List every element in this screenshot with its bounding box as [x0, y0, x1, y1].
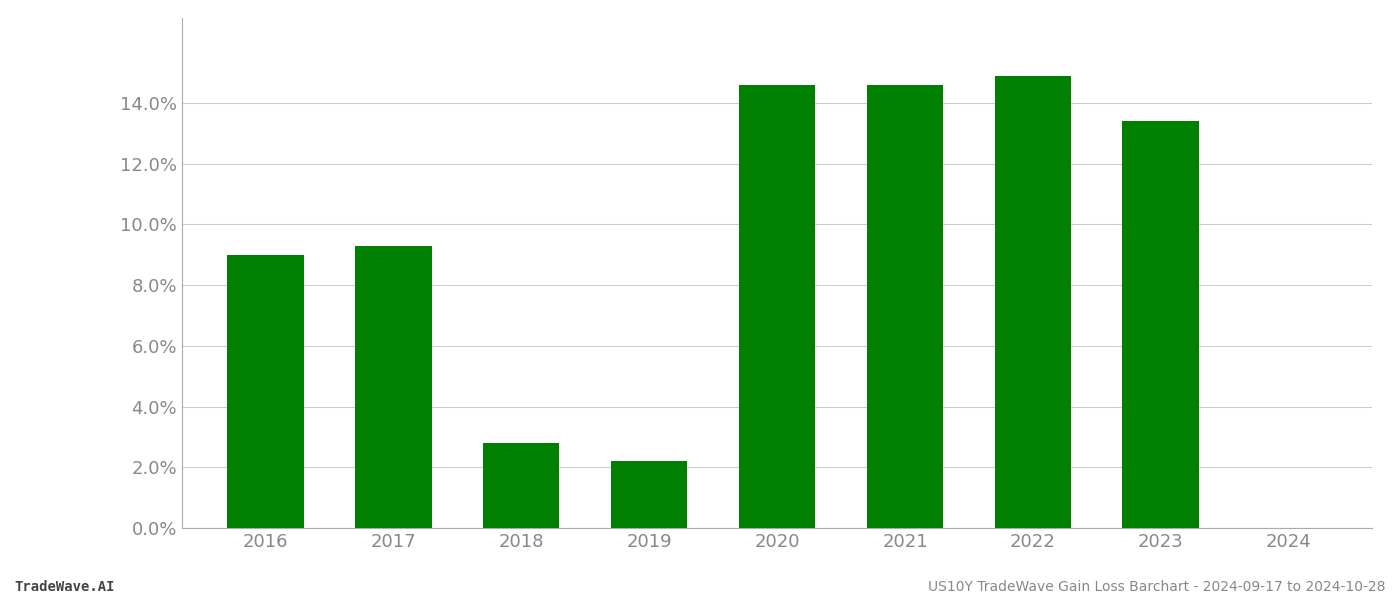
Text: US10Y TradeWave Gain Loss Barchart - 2024-09-17 to 2024-10-28: US10Y TradeWave Gain Loss Barchart - 202… — [928, 580, 1386, 594]
Bar — [483, 443, 560, 528]
Text: TradeWave.AI: TradeWave.AI — [14, 580, 115, 594]
Bar — [867, 85, 944, 528]
Bar — [739, 85, 815, 528]
Bar — [354, 245, 431, 528]
Bar — [994, 76, 1071, 528]
Bar — [610, 461, 687, 528]
Bar — [227, 255, 304, 528]
Bar — [1123, 121, 1200, 528]
